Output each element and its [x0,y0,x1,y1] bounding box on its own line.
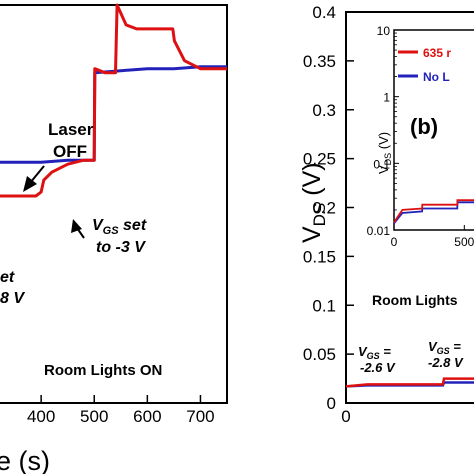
right-series-line [345,377,474,388]
left-x-tick-label: 400 [27,407,55,426]
left-series [0,3,227,198]
left-x-ticks: 400 500 600 700 [27,395,215,426]
right-y-tick-label: 0.05 [303,345,336,364]
panel-b-label: (b) [410,114,438,139]
inset-legend-label-2: No L [423,70,450,84]
right-y-tick-label: 0.1 [312,296,336,315]
inset-plot: 10 1 0.1 0.010 500 VDS (V) 635 r No L [367,24,474,249]
right-series [345,377,474,388]
right-x-tick-label: 0 [341,407,350,426]
room-lights-on-label: Room Lights ON [44,362,162,379]
inset-series-line [393,199,474,223]
left-x-tick-label: 500 [80,407,108,426]
inset-y-tick-label: 0.01 [367,224,391,238]
vgs-set-arrowhead [71,219,82,233]
laser-off-arrow [29,165,45,184]
inset-y-axis-label: VDS (V) [376,132,393,174]
left-x-tick-label: 700 [186,407,214,426]
vgs-a-label: VGS = [358,344,391,361]
left-x-axis-label: e (s) [0,446,50,474]
right-y-tick-label: 0.4 [312,3,336,22]
right-y-tick-label: 0 [327,394,336,413]
right-y-ticks: 0.4 0.35 0.3 0.25 0.2 0.15 0.1 0.05 00 [303,3,354,426]
right-y-tick-label: 0.15 [303,247,336,266]
inset-x-tick-label: 0 [391,235,398,249]
off-label: OFF [53,142,87,161]
inset-y-tick-label: 1 [383,91,390,105]
right-y-axis-label: VDS (V) [298,162,329,243]
vgs-set-label: VGS set [92,217,147,237]
inset-y-tick-label: 0.1 [373,157,390,171]
vgs-a-value: -2.6 V [360,360,396,375]
left-x-tick-label: 600 [133,407,161,426]
right-y-tick-label: 0.25 [303,150,336,169]
vgs-b-value: -2.8 V [428,355,464,370]
left-fragment-1: et [0,269,15,286]
laser-label: Laser [48,120,94,139]
right-y-tick-label: 0.3 [312,101,336,120]
inset-x-tick-label: 500 [454,235,474,249]
left-panel: 400 500 600 700 Laser OFF VGS set to -3 V e… [0,3,228,474]
inset-legend-label-1: 635 r [423,46,451,60]
right-y-tick-label: 0.2 [312,199,336,218]
room-lights-label-b: Room Lights [372,292,458,308]
left-series-line [0,65,227,164]
left-series-line [0,3,227,198]
inset-series [393,199,474,225]
left-fragment-2: 8 V [0,290,25,307]
inset-ticks: 10 1 0.1 0.010 500 [367,24,474,249]
vgs-b-label: VGS = [428,339,461,356]
vgs-set-value: to -3 V [96,239,146,256]
left-plot-frame [0,4,228,404]
right-y-tick-label: 0.35 [303,52,336,71]
laser-off-arrowhead [23,176,37,192]
inset-y-tick-label: 10 [377,24,391,38]
inset-frame [393,29,474,231]
